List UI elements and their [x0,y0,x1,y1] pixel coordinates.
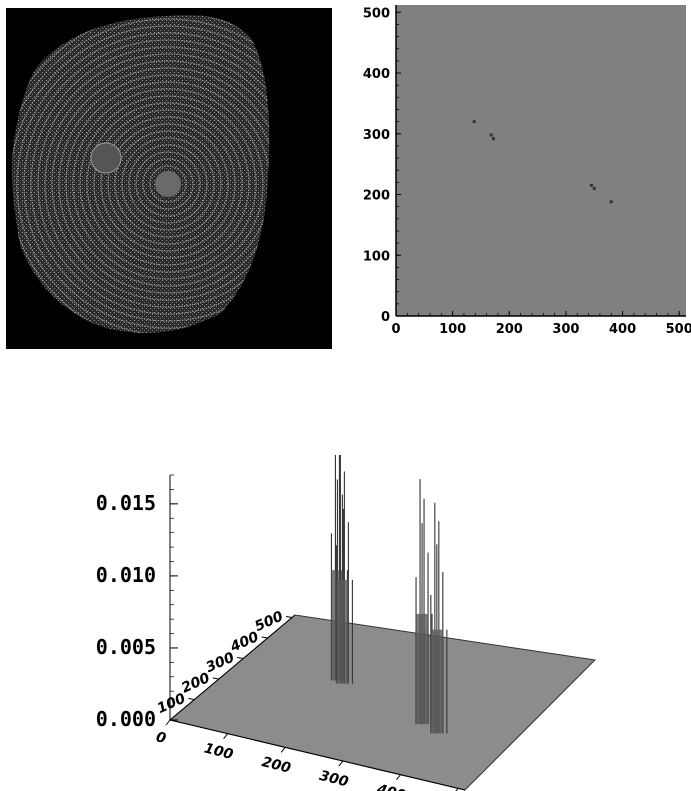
x-tick-label: 0 [154,729,168,747]
z-tick-label: 0.005 [96,635,156,659]
center-ring-feature [155,171,181,197]
x-tick [223,733,229,739]
map-point [609,200,613,204]
z-tick-label: 0.010 [96,563,156,587]
x-axis-line [169,719,466,791]
x-tick-label: 100 [202,740,234,763]
map-point [489,133,493,137]
map-plot-area [396,5,686,316]
fringe-pattern-image [6,8,332,349]
x-tick-label: 400 [374,781,407,791]
x-tick [165,719,171,726]
z-tick-label: 0.000 [96,707,156,731]
y-tick-label: 100 [363,249,390,264]
y-tick [261,636,268,639]
gray-map-panel: 0 100 200 300 400 500 0 100 200 300 400 500 [350,0,691,346]
map-point [491,137,495,141]
x-tick-label: 200 [496,322,523,337]
y-tick-label: 400 [363,67,390,82]
gray-map-chart: 0 100 200 300 400 500 0 100 200 300 400 500 [363,5,691,337]
y-axis-line [169,614,296,721]
x-tick [396,774,401,780]
x-tick-label: 0 [391,322,400,337]
y-tick [285,615,293,618]
peak-body [416,613,429,725]
map-point [592,186,596,190]
x-tick-label: 200 [260,754,292,777]
x-tick-label: 300 [318,768,350,791]
fringe-region [12,14,270,334]
small-ring-feature [90,142,122,174]
x-tick-label: 100 [439,322,466,337]
x-tick [280,747,286,753]
map-point [589,183,593,187]
z-tick-label: 0.015 [96,491,156,515]
y-tick-label: 0 [381,310,390,325]
x-tick-label: 400 [609,322,636,337]
y-tick [212,677,219,680]
peak-body [336,579,349,684]
y-tick-label: 300 [363,128,390,143]
x-tick-label: 300 [552,322,579,337]
x-tick-label: 500 [666,322,691,337]
y-tick [237,656,244,659]
y-tick-label: 200 [363,189,390,204]
y-tick-label: 500 [363,6,390,21]
map-point [472,120,476,124]
y-tick [188,697,195,700]
peak-body [430,629,443,734]
fringe-image-panel [6,8,332,349]
x-tick [338,760,344,767]
